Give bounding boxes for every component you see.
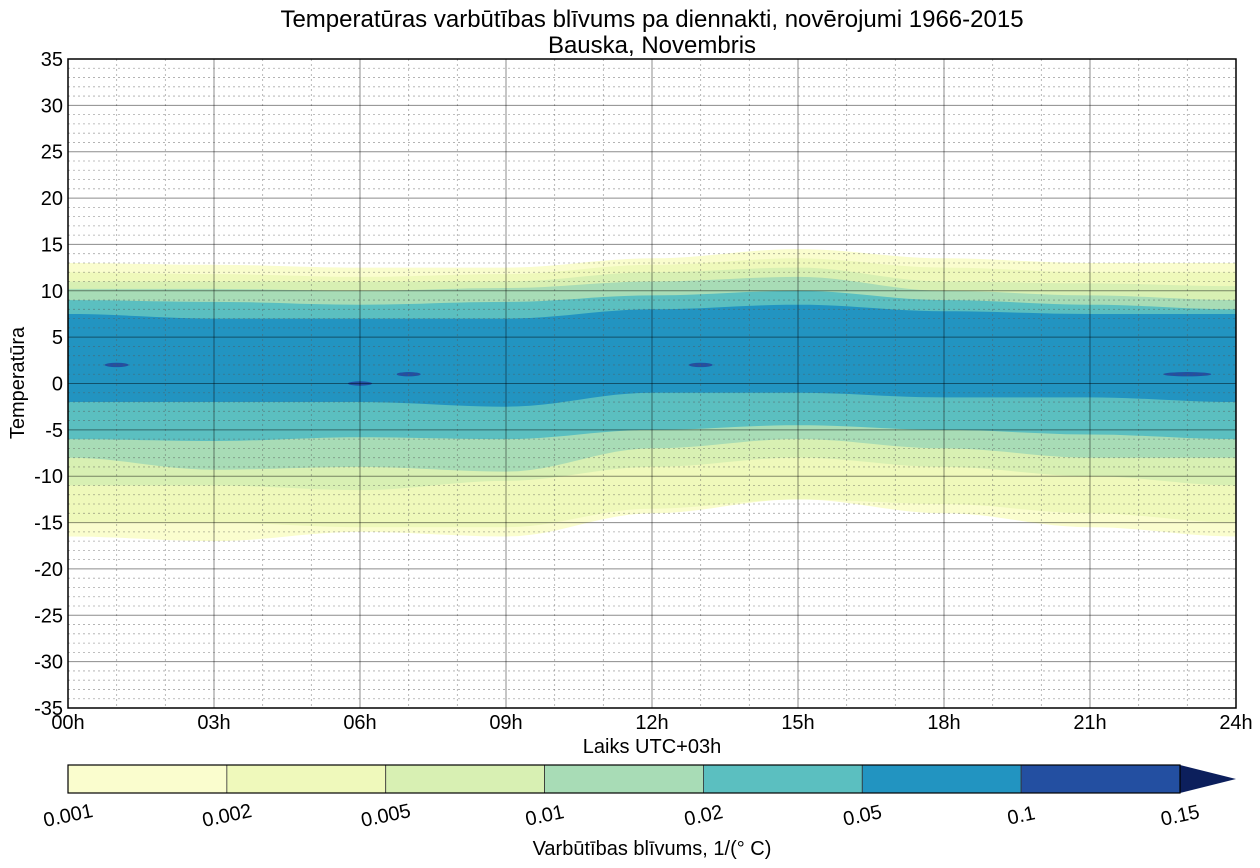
y-tick-label: 0: [52, 374, 63, 396]
y-tick-label: 5: [52, 327, 63, 349]
x-axis-label: Laiks UTC+03h: [583, 736, 721, 758]
x-tick-label: 18h: [927, 712, 960, 734]
contour-band-0.05: [68, 304, 1236, 407]
colorbar-segment: [1020, 764, 1181, 794]
y-tick-label: -15: [34, 513, 63, 535]
colorbar: 0.001 0.002 0.005 0.01 0.02 0.05 0.1 0.15: [41, 764, 1236, 832]
contour-bands: [68, 249, 1236, 542]
colorbar-tick-label: 0.15: [1159, 801, 1202, 831]
colorbar-segment: [861, 764, 1022, 794]
colorbar-tick-label: 0.005: [359, 800, 413, 832]
colorbar-tick-label: 0.001: [41, 800, 95, 832]
y-tick-label: -10: [34, 466, 63, 488]
grid-lines: [67, 58, 1237, 709]
chart-subtitle: Bauska, Novembris: [548, 32, 756, 59]
x-tick-label: 03h: [197, 712, 230, 734]
plot-frame: [67, 58, 1237, 709]
y-tick-label: 10: [41, 281, 63, 303]
y-tick-labels: 35 30 25 20 15 10 5 0 -5 -10 -15 -20 -25 -30 -35: [34, 49, 63, 720]
x-tick-label: 24h: [1219, 712, 1252, 734]
y-tick-label: 20: [41, 188, 63, 210]
y-tick-label: -30: [34, 652, 63, 674]
chart-title: Temperatūras varbūtības blīvums pa dienn…: [280, 6, 1023, 33]
x-tick-label: 09h: [489, 712, 522, 734]
x-tick-label: 15h: [781, 712, 814, 734]
y-tick-label: 15: [41, 234, 63, 256]
x-tick-label: 21h: [1073, 712, 1106, 734]
y-tick-label: -25: [34, 605, 63, 627]
y-tick-label: -5: [45, 420, 63, 442]
y-tick-label: 25: [41, 142, 63, 164]
contour-peak: [348, 381, 372, 386]
colorbar-extend-arrow: [1180, 765, 1236, 793]
colorbar-tick-label: 0.1: [1005, 802, 1037, 829]
x-tick-label: 06h: [343, 712, 376, 734]
y-tick-label: -35: [34, 698, 63, 720]
colorbar-segment: [67, 764, 228, 794]
colorbar-segment: [703, 764, 863, 794]
colorbar-segment: [385, 764, 545, 794]
y-tick-label: 35: [41, 49, 63, 71]
y-axis-label: Temperatūra: [7, 326, 29, 439]
colorbar-label: Varbūtības blīvums, 1/(° C): [533, 838, 772, 860]
colorbar-segment: [226, 764, 387, 794]
x-tick-labels: 00h 03h 06h 09h 12h 15h 18h 21h 24h: [51, 712, 1252, 734]
colorbar-tick-label: 0.05: [841, 801, 884, 831]
colorbar-tick-label: 0.01: [523, 801, 566, 831]
y-tick-label: -20: [34, 559, 63, 581]
colorbar-tick-label: 0.002: [200, 800, 254, 832]
colorbar-tick-label: 0.02: [682, 801, 725, 831]
x-tick-label: 12h: [635, 712, 668, 734]
colorbar-segment: [544, 764, 704, 794]
x-tick-label: 00h: [51, 712, 84, 734]
colorbar-frame: [67, 764, 1181, 794]
y-tick-label: 30: [41, 95, 63, 117]
